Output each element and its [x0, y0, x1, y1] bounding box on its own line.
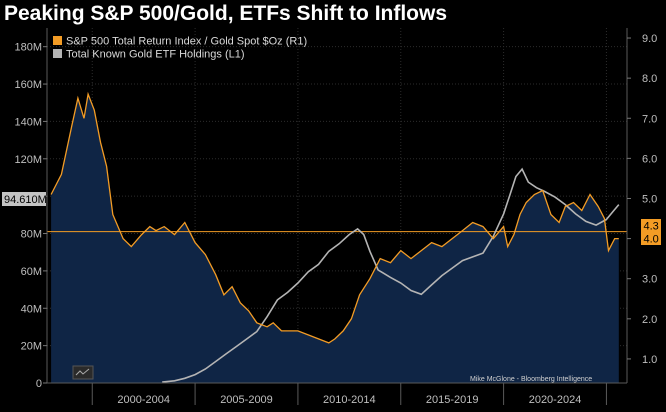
- line-chart-icon: [75, 368, 90, 376]
- x-tick-label: 2005-2009: [220, 394, 273, 406]
- left-tick-label: 120M: [14, 154, 42, 166]
- left-tick-label: 140M: [14, 116, 42, 128]
- right-tick-label: 3.0: [642, 274, 657, 286]
- series-line-gold-etf-holdings: [162, 167, 620, 383]
- last-value-box-right-lower: [641, 232, 661, 245]
- last-value-text-right-lower: 4.0: [644, 234, 659, 246]
- left-tick-label: 0: [36, 378, 42, 390]
- legend: S&P 500 Total Return Index / Gold Spot $…: [53, 36, 307, 61]
- right-tick-label: 9.0: [642, 33, 657, 45]
- area-fill: [51, 94, 619, 383]
- right-axis: 1.0 2.0 3.0 4.0 5.0 6.0 7.0 8.0 9.0: [627, 33, 657, 366]
- chart-title: Peaking S&P 500/Gold, ETFs Shift to Infl…: [4, 2, 448, 25]
- right-tick-label: 7.0: [642, 113, 657, 125]
- last-value-text-right-upper: 4.3: [644, 221, 659, 233]
- x-tick-label: 2010-2014: [323, 394, 376, 406]
- left-axis: 020M40M60M80M100M120M140M160M180M: [14, 42, 47, 390]
- last-value-box-right-upper: [641, 219, 661, 232]
- legend-label-gold-etf: Total Known Gold ETF Holdings (L1): [66, 49, 245, 61]
- last-value-label-left: 94.610M: [2, 192, 47, 206]
- legend-label-sp-gold: S&P 500 Total Return Index / Gold Spot $…: [66, 36, 307, 48]
- right-tick-label: 8.0: [642, 73, 657, 85]
- left-tick-label: 160M: [14, 79, 42, 91]
- chart-type-button-box[interactable]: [72, 365, 94, 380]
- x-axis: 2000-2004 2005-2009 2010-2014 2015-2019 2020…: [91, 383, 607, 406]
- right-tick-label: 1.0: [642, 354, 657, 366]
- last-value-text-left: 94.610M: [4, 194, 47, 206]
- chart-type-button[interactable]: [72, 365, 94, 380]
- source-note: Mike McGlone - Bloomberg Intelligence: [470, 376, 592, 383]
- right-tick-label: 6.0: [642, 153, 657, 165]
- right-tick-label: 5.0: [642, 193, 657, 205]
- x-tick-label: 2020-2024: [529, 394, 582, 406]
- last-value-label-right-upper: 4.3: [641, 219, 661, 233]
- right-tick-label: 2.0: [642, 314, 657, 326]
- last-value-box-left: [2, 192, 46, 206]
- series-line-sp500-gold-ratio: [50, 91, 619, 344]
- left-tick-label: 80M: [21, 229, 42, 241]
- x-tick-label: 2015-2019: [426, 394, 479, 406]
- legend-swatch-gold-etf: [53, 49, 62, 58]
- x-tick-label: 2000-2004: [117, 394, 170, 406]
- last-value-label-right-lower: 4.0: [641, 232, 661, 246]
- left-tick-label: 40M: [21, 303, 42, 315]
- legend-swatch-sp-gold: [53, 36, 62, 45]
- left-tick-label: 20M: [21, 341, 42, 353]
- left-tick-label: 180M: [14, 42, 42, 54]
- left-tick-label: 60M: [21, 266, 42, 278]
